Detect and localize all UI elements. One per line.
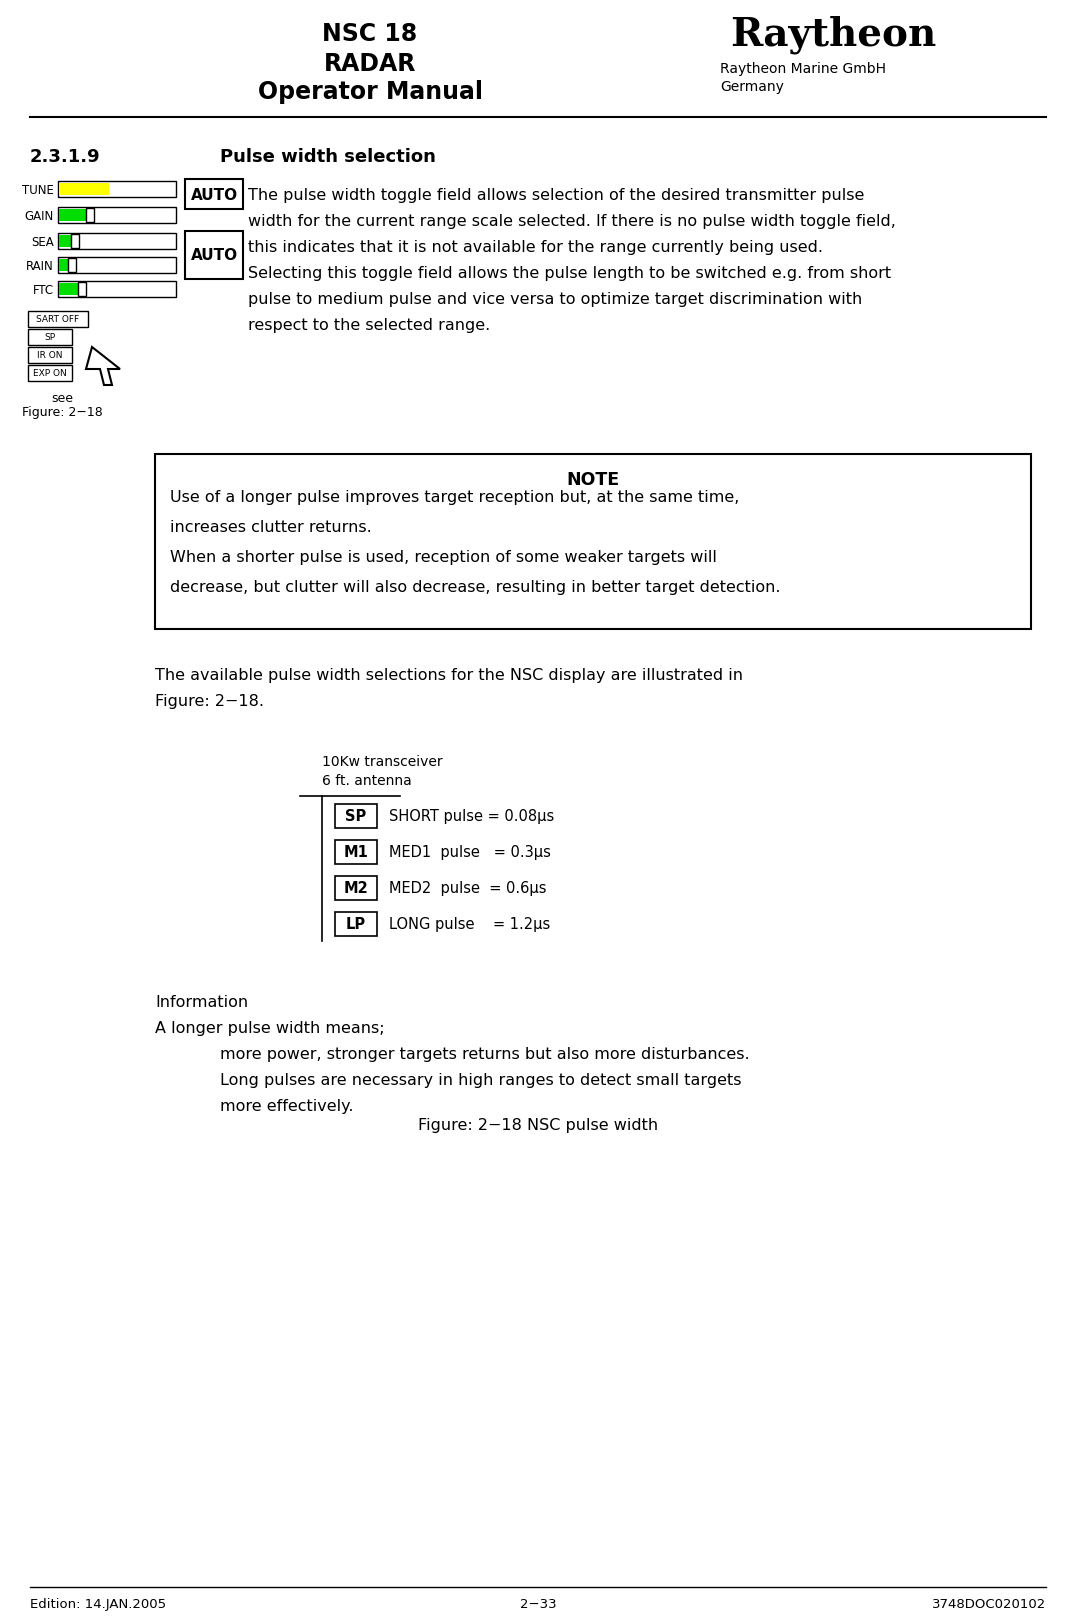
Text: 2−33: 2−33 bbox=[520, 1597, 556, 1610]
Text: LONG pulse    = 1.2μs: LONG pulse = 1.2μs bbox=[390, 917, 550, 932]
Text: LP: LP bbox=[346, 917, 366, 932]
Text: SP: SP bbox=[44, 333, 56, 342]
Bar bbox=[59, 235, 72, 248]
Text: Germany: Germany bbox=[720, 80, 784, 94]
Bar bbox=[77, 282, 86, 297]
Text: GAIN: GAIN bbox=[25, 209, 54, 222]
Text: width for the current range scale selected. If there is no pulse width toggle fi: width for the current range scale select… bbox=[247, 214, 896, 229]
Bar bbox=[59, 284, 79, 295]
Text: IR ON: IR ON bbox=[38, 351, 62, 360]
Text: 10Kw transceiver: 10Kw transceiver bbox=[322, 755, 442, 769]
Bar bbox=[28, 312, 88, 328]
Text: FTC: FTC bbox=[33, 284, 54, 297]
Text: Pulse width selection: Pulse width selection bbox=[220, 148, 436, 166]
Text: Edition: 14.JAN.2005: Edition: 14.JAN.2005 bbox=[30, 1597, 166, 1610]
Text: NOTE: NOTE bbox=[566, 471, 620, 489]
Text: The pulse width toggle field allows selection of the desired transmitter pulse: The pulse width toggle field allows sele… bbox=[247, 188, 864, 203]
Text: Information: Information bbox=[155, 995, 249, 1010]
Text: more power, stronger targets returns but also more disturbances.: more power, stronger targets returns but… bbox=[220, 1047, 750, 1061]
Bar bbox=[86, 209, 94, 222]
Text: Figure: 2−18.: Figure: 2−18. bbox=[155, 693, 264, 709]
Text: respect to the selected range.: respect to the selected range. bbox=[247, 318, 491, 333]
Text: 6 ft. antenna: 6 ft. antenna bbox=[322, 774, 412, 787]
Text: pulse to medium pulse and vice versa to optimize target discrimination with: pulse to medium pulse and vice versa to … bbox=[247, 292, 862, 307]
Bar bbox=[58, 182, 176, 198]
Bar bbox=[71, 235, 79, 248]
Bar bbox=[59, 260, 69, 271]
Bar bbox=[185, 232, 243, 279]
Bar bbox=[335, 876, 377, 901]
Text: this indicates that it is not available for the range currently being used.: this indicates that it is not available … bbox=[247, 240, 823, 255]
Bar bbox=[335, 912, 377, 936]
Bar bbox=[335, 805, 377, 828]
Text: 2.3.1.9: 2.3.1.9 bbox=[30, 148, 101, 166]
Bar bbox=[28, 365, 72, 381]
Text: Use of a longer pulse improves target reception but, at the same time,: Use of a longer pulse improves target re… bbox=[170, 490, 739, 505]
Bar bbox=[28, 347, 72, 364]
Text: SART OFF: SART OFF bbox=[37, 315, 80, 325]
Text: A longer pulse width means;: A longer pulse width means; bbox=[155, 1021, 384, 1035]
Text: The available pulse width selections for the NSC display are illustrated in: The available pulse width selections for… bbox=[155, 667, 744, 683]
Text: AUTO: AUTO bbox=[190, 248, 238, 263]
Bar bbox=[59, 209, 87, 222]
Bar bbox=[335, 841, 377, 865]
Text: SHORT pulse = 0.08μs: SHORT pulse = 0.08μs bbox=[390, 808, 554, 824]
Bar bbox=[58, 282, 176, 297]
Polygon shape bbox=[86, 347, 121, 386]
Text: NSC 18: NSC 18 bbox=[323, 23, 417, 45]
Text: SEA: SEA bbox=[31, 235, 54, 248]
Bar bbox=[28, 329, 72, 346]
Text: 3748DOC020102: 3748DOC020102 bbox=[932, 1597, 1046, 1610]
Bar bbox=[58, 234, 176, 250]
Text: Raytheon: Raytheon bbox=[730, 15, 936, 54]
Text: Figure: 2−18: Figure: 2−18 bbox=[22, 406, 102, 419]
Text: Operator Manual: Operator Manual bbox=[257, 80, 482, 104]
Bar bbox=[59, 183, 109, 196]
Text: more effectively.: more effectively. bbox=[220, 1099, 354, 1113]
Text: MED1  pulse   = 0.3μs: MED1 pulse = 0.3μs bbox=[390, 846, 551, 860]
Bar bbox=[68, 258, 76, 273]
Text: RAIN: RAIN bbox=[26, 260, 54, 273]
Text: see: see bbox=[51, 391, 73, 404]
Bar bbox=[58, 208, 176, 224]
Text: Figure: 2−18 NSC pulse width: Figure: 2−18 NSC pulse width bbox=[417, 1117, 659, 1133]
Text: EXP ON: EXP ON bbox=[33, 370, 67, 378]
Text: SP: SP bbox=[345, 808, 367, 824]
Text: TUNE: TUNE bbox=[23, 183, 54, 196]
Text: decrease, but clutter will also decrease, resulting in better target detection.: decrease, but clutter will also decrease… bbox=[170, 579, 780, 594]
Text: Long pulses are necessary in high ranges to detect small targets: Long pulses are necessary in high ranges… bbox=[220, 1073, 741, 1087]
Bar bbox=[155, 454, 1031, 630]
Text: MED2  pulse  = 0.6μs: MED2 pulse = 0.6μs bbox=[390, 881, 547, 896]
Bar bbox=[58, 258, 176, 274]
Text: Selecting this toggle field allows the pulse length to be switched e.g. from sho: Selecting this toggle field allows the p… bbox=[247, 266, 891, 281]
Text: When a shorter pulse is used, reception of some weaker targets will: When a shorter pulse is used, reception … bbox=[170, 550, 717, 565]
Text: RADAR: RADAR bbox=[324, 52, 416, 76]
Bar bbox=[185, 180, 243, 209]
Text: M2: M2 bbox=[343, 881, 368, 896]
Text: Raytheon Marine GmbH: Raytheon Marine GmbH bbox=[720, 62, 886, 76]
Text: increases clutter returns.: increases clutter returns. bbox=[170, 519, 371, 534]
Text: AUTO: AUTO bbox=[190, 187, 238, 203]
Text: M1: M1 bbox=[343, 846, 368, 860]
